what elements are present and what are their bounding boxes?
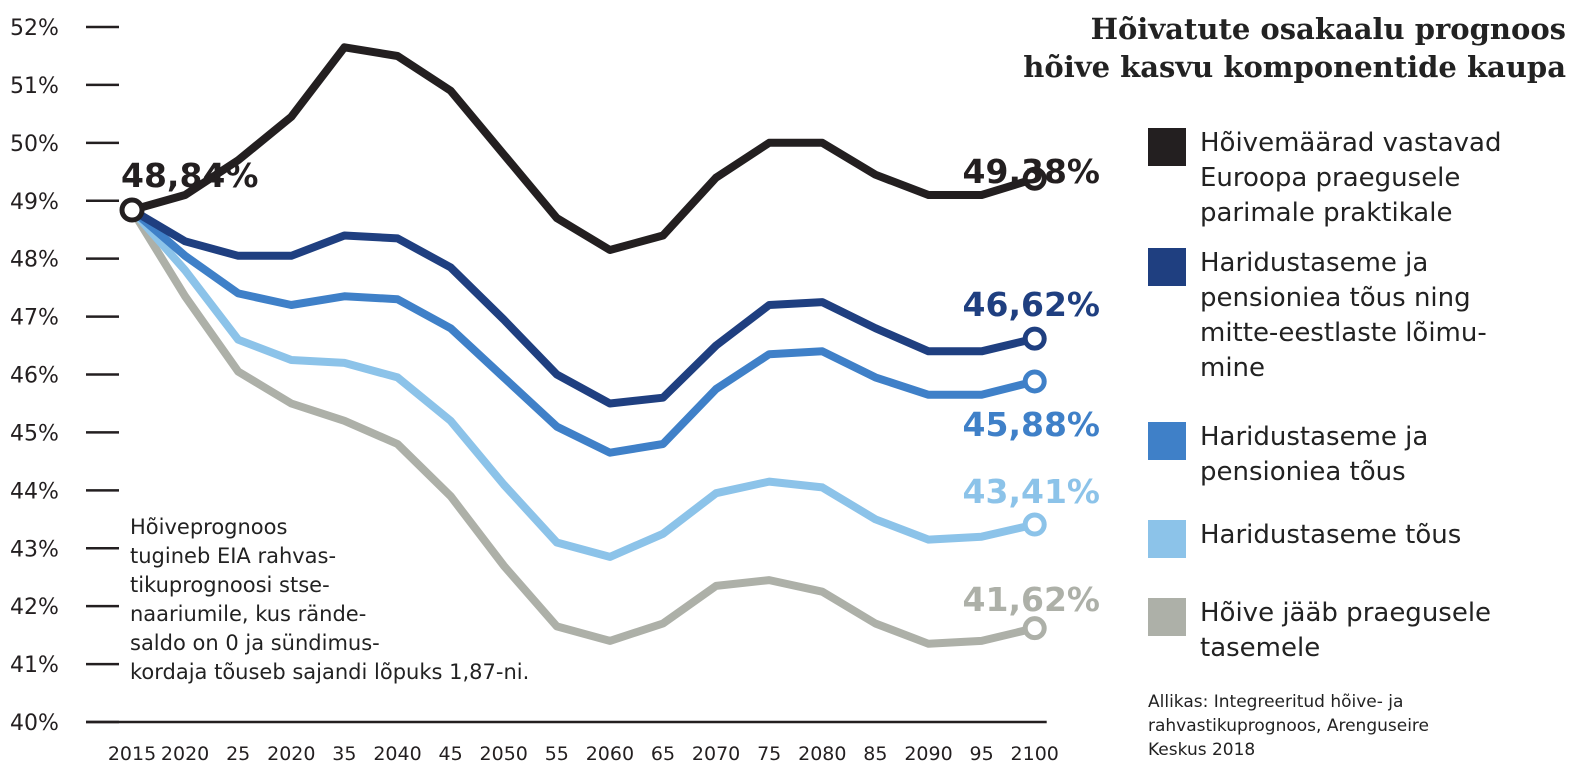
start-marker (119, 197, 145, 223)
x-tick-label: 2060 (586, 743, 634, 765)
x-tick-label: 2050 (480, 743, 528, 765)
y-tick-label: 47% (10, 306, 59, 331)
x-tick-label: 45 (439, 743, 463, 765)
legend-swatch (1148, 128, 1186, 166)
series-line-education-pension (128, 206, 1039, 457)
x-tick-label: 25 (226, 743, 250, 765)
start-value-label: 48,84% (121, 156, 258, 195)
y-tick-label: 40% (10, 711, 59, 736)
x-tick-label: 95 (970, 743, 994, 765)
legend-label: Haridustaseme ja pensioniea tõus (1200, 422, 1429, 487)
y-tick-label: 48% (10, 248, 59, 273)
x-tick-label: 2015 (108, 743, 156, 765)
y-tick-label: 52% (10, 16, 59, 41)
legend-swatch (1148, 520, 1186, 558)
series-line-education (128, 206, 1039, 561)
legend-label: Hõivemäärad vastavad Euroopa praegusele … (1200, 128, 1502, 228)
x-tick-label: 2080 (798, 743, 846, 765)
end-marker (1022, 326, 1047, 351)
x-tick-label: 2100 (1011, 743, 1059, 765)
end-value-label: 41,62% (963, 580, 1100, 619)
y-tick-label: 41% (10, 653, 59, 678)
y-tick-label: 45% (10, 421, 59, 446)
x-tick-label: 2040 (373, 743, 421, 765)
x-tick-label: 85 (863, 743, 887, 765)
y-tick-label: 49% (10, 190, 59, 215)
x-tick-label: 2090 (904, 743, 952, 765)
x-tick-label: 2070 (692, 743, 740, 765)
end-marker (1022, 512, 1047, 537)
series-line-education-pension-integration (128, 206, 1039, 408)
x-tick-label: 75 (757, 743, 781, 765)
legend-label: Hõive jääb praegusele tasemele (1200, 598, 1492, 663)
end-value-label: 49,38% (963, 152, 1100, 191)
y-tick-label: 46% (10, 364, 59, 389)
legend-label: Haridustaseme tõus (1200, 520, 1462, 550)
legend-swatch (1148, 598, 1186, 636)
chart-title-line-1: Hõivatute osakaalu prognoos (1090, 12, 1566, 46)
series-line-best-practice (128, 43, 1039, 254)
y-tick-label: 44% (10, 479, 59, 504)
source-note: Allikas: Integreeritud hõive- ja rahvast… (1148, 692, 1429, 760)
end-marker (1022, 616, 1047, 641)
end-value-label: 43,41% (963, 472, 1100, 511)
end-marker (1022, 369, 1047, 394)
end-value-label: 46,62% (963, 285, 1100, 324)
x-tick-label: 65 (651, 743, 675, 765)
legend-swatch (1148, 248, 1186, 286)
x-tick-label: 2020 (267, 743, 315, 765)
y-tick-label: 43% (10, 537, 59, 562)
chart-title: Hõivatute osakaalu prognoos hõive kasvu … (900, 10, 1566, 86)
x-tick-label: 2020 (161, 743, 209, 765)
series-line-current-level (128, 206, 1039, 648)
y-tick-label: 51% (10, 74, 59, 99)
y-tick-label: 50% (10, 132, 59, 157)
chart-annotation: Hõiveprognoos tugineb EIA rahvas- tikupr… (130, 515, 530, 684)
x-tick-label: 55 (545, 743, 569, 765)
x-tick-label: 35 (332, 743, 356, 765)
end-value-label: 45,88% (963, 405, 1100, 444)
legend-swatch (1148, 422, 1186, 460)
end-marker (1022, 166, 1047, 191)
y-tick-label: 42% (10, 595, 59, 620)
chart-title-line-2: hõive kasvu komponentide kaupa (1023, 50, 1566, 84)
legend-label: Haridustaseme ja pensioniea tõus ning mi… (1200, 248, 1487, 383)
